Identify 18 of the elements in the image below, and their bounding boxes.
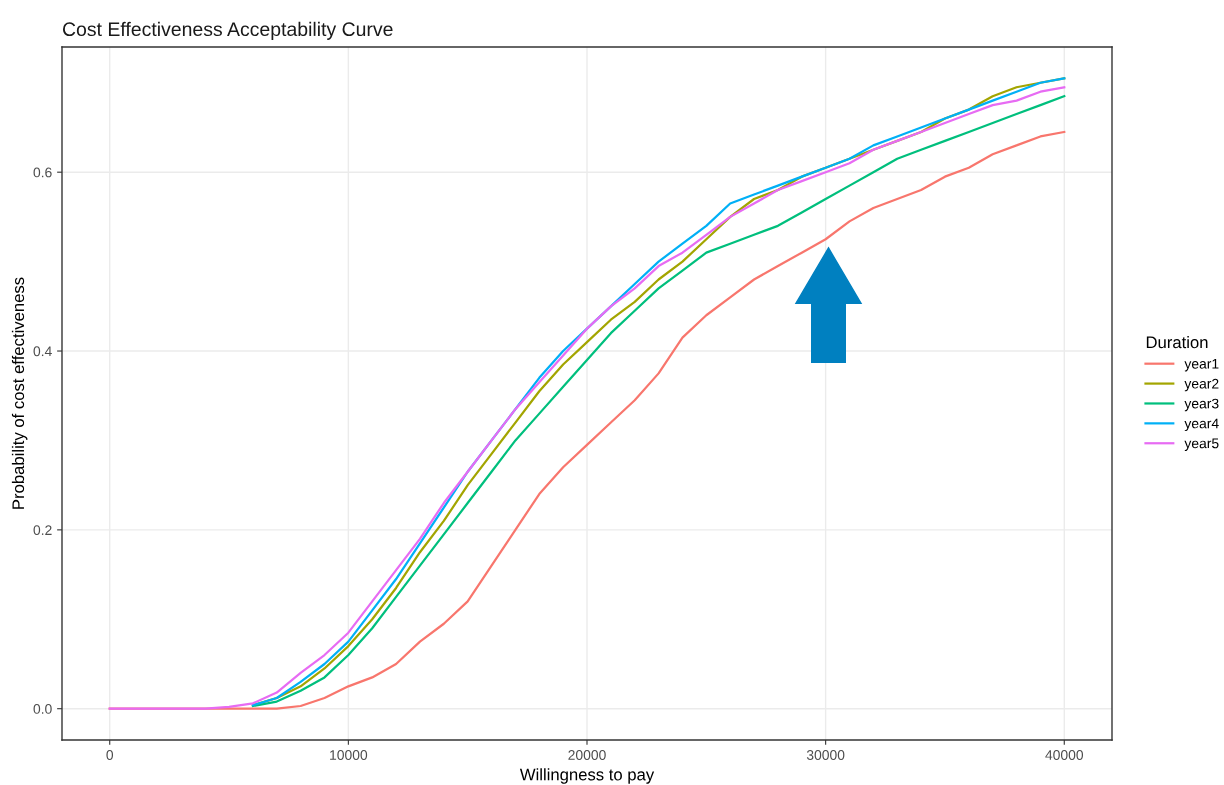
x-tick-label: 0 [106,750,114,760]
x-tick-label: 20000 [568,750,606,760]
chart-title: Cost Effectiveness Acceptability Curve [62,21,393,40]
legend-label: year4 [1184,418,1219,432]
x-axis-title: Willingness to pay [519,768,655,784]
legend-label: year1 [1184,358,1219,372]
x-tick-label: 30000 [806,750,845,760]
legend-label: year2 [1184,378,1219,392]
legend-title: Duration [1146,336,1208,349]
y-tick-label: 0.6 [33,167,52,178]
y-axis-title: Probability of cost effectiveness [11,277,28,509]
legend-label: year3 [1184,398,1219,412]
y-tick-label: 0.4 [33,346,52,357]
x-tick-label: 10000 [330,750,368,760]
y-tick-label: 0.2 [33,525,52,536]
y-tick-label: 0.0 [33,704,52,714]
x-tick-label: 40000 [1045,750,1084,760]
legend-label: year5 [1184,438,1219,451]
